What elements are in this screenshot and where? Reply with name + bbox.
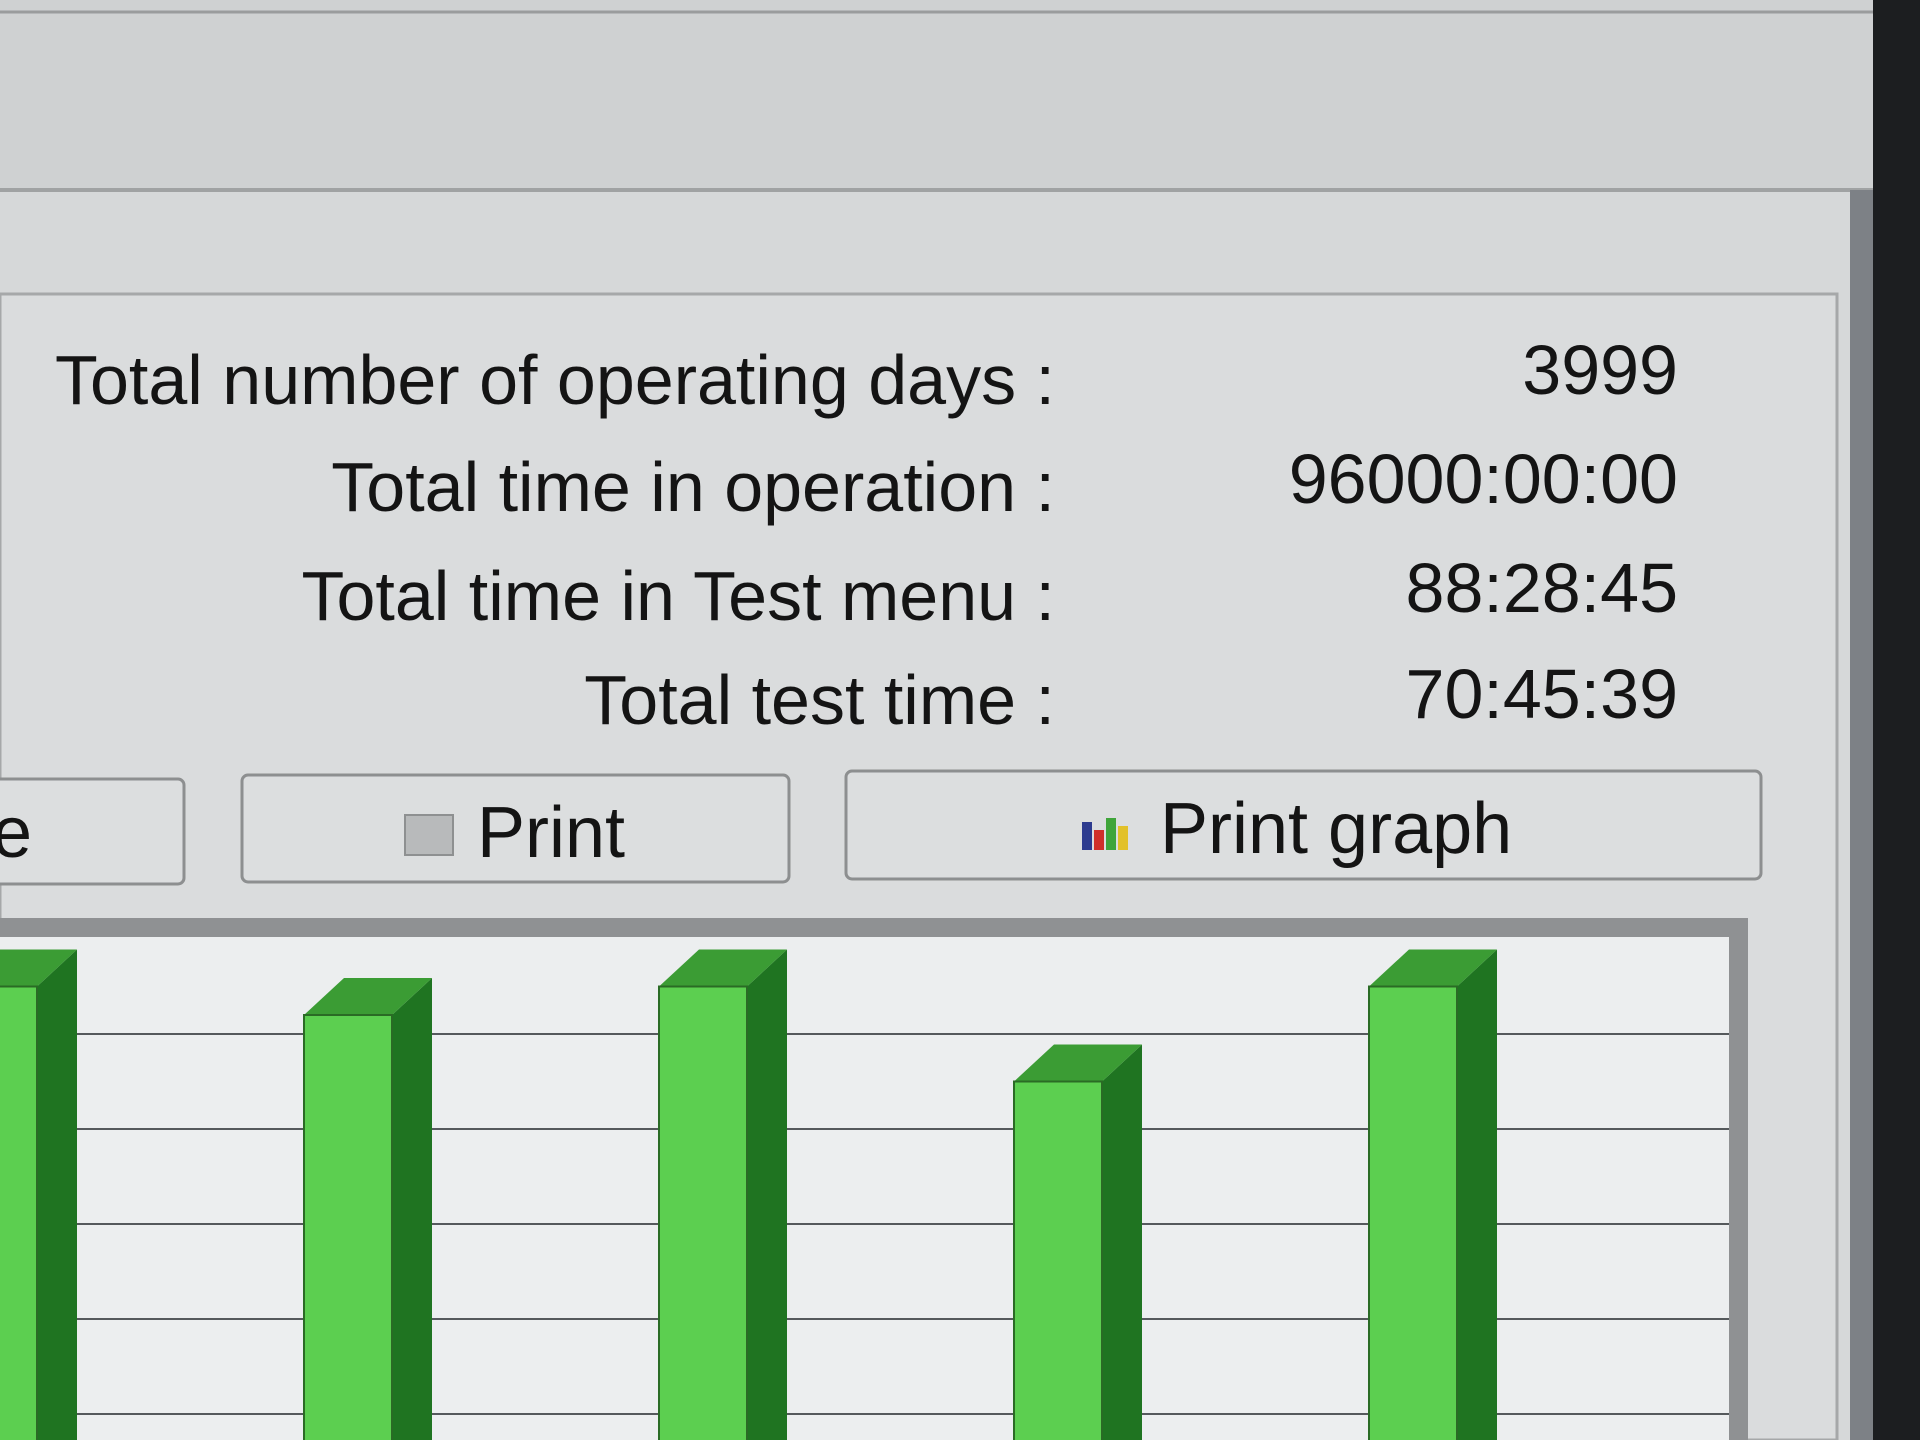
bar-top: [0, 949, 77, 987]
button-label[interactable]: e: [0, 793, 32, 873]
stat-label: Total number of operating days :: [55, 341, 1055, 419]
chart: [0, 949, 1729, 1440]
top-bar: [0, 0, 1873, 190]
bar: [658, 985, 748, 1440]
button[interactable]: e: [0, 777, 186, 886]
printer-icon: [404, 814, 454, 856]
bar: [0, 985, 38, 1440]
bar-side: [37, 949, 77, 1440]
stat-label: Total test time :: [584, 661, 1055, 739]
bar-side: [1457, 949, 1497, 1440]
stat-value: 3999: [1522, 331, 1678, 409]
bar: [303, 1014, 393, 1440]
button-frame[interactable]: [240, 773, 791, 884]
button-label[interactable]: Print graph: [1160, 789, 1512, 869]
button[interactable]: Print graph: [844, 769, 1763, 881]
stat-label: Total time in operation :: [331, 448, 1055, 526]
bar-side: [392, 978, 432, 1440]
stat-value: 96000:00:00: [1289, 440, 1678, 518]
bar-top: [659, 949, 787, 987]
plot-frame: [0, 918, 1748, 937]
bar-top: [1014, 1044, 1142, 1082]
window-edge: [1850, 190, 1873, 1440]
bar: [1368, 985, 1458, 1440]
graph-icon: [1082, 818, 1128, 850]
button-frame[interactable]: [844, 769, 1763, 881]
bar: [1013, 1080, 1103, 1440]
button-frame[interactable]: [0, 777, 186, 886]
stat-label: Total time in Test menu :: [302, 557, 1056, 635]
bar-top: [1369, 949, 1497, 987]
monitor-bezel: [1873, 0, 1920, 1440]
stats: Total number of operating days : 3999 To…: [55, 331, 1678, 739]
bar-side: [747, 949, 787, 1440]
button-label[interactable]: Print: [477, 793, 625, 873]
plot-frame: [1729, 918, 1748, 1440]
bar-top: [304, 978, 432, 1015]
bar-side: [1102, 1044, 1142, 1440]
button[interactable]: Print: [240, 773, 791, 884]
stat-value: 70:45:39: [1406, 655, 1678, 733]
stat-value: 88:28:45: [1406, 549, 1678, 627]
